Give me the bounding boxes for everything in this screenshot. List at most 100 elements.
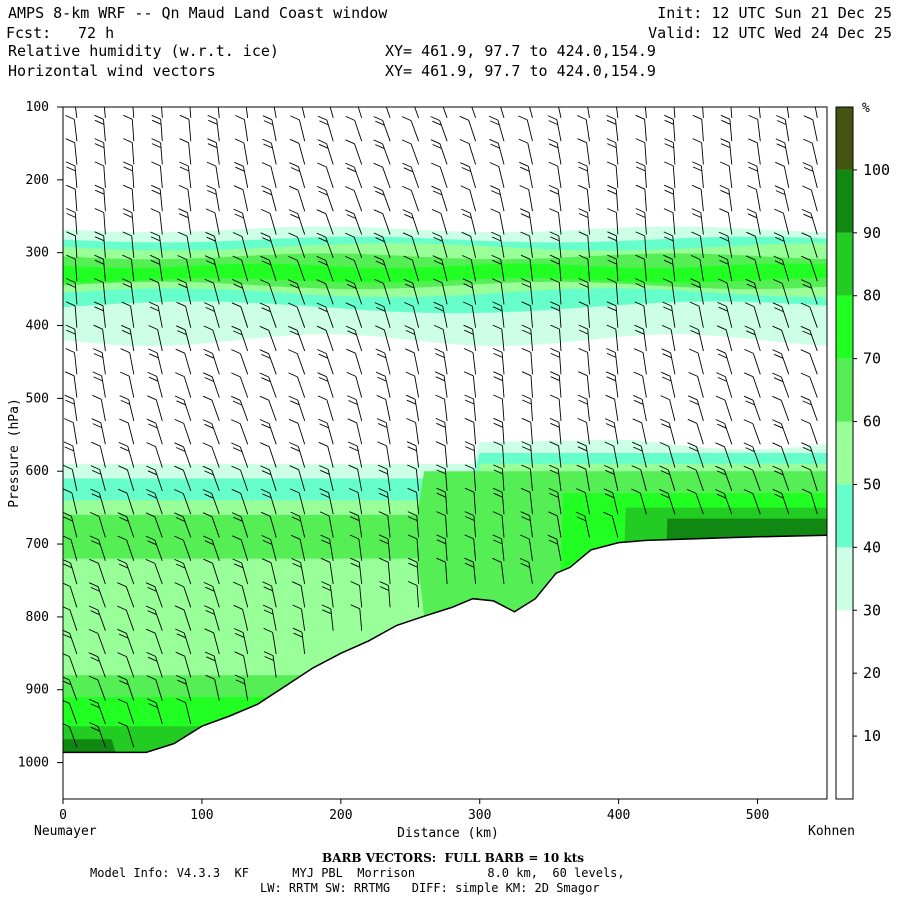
barb-feather: [316, 232, 326, 238]
barb-feather: [774, 493, 784, 499]
wind-barb: [65, 301, 78, 328]
wind-barb: [349, 534, 363, 561]
wind-barb: [345, 186, 363, 212]
barb-feather: [150, 236, 161, 242]
wind-barb: [548, 184, 562, 212]
wind-barb: [689, 301, 704, 328]
barb-feather: [318, 237, 328, 243]
barb-staff: [268, 283, 277, 305]
barb-feather: [316, 325, 327, 331]
wind-barb: [231, 465, 249, 492]
barb-staff: [157, 306, 163, 328]
wind-barb: [521, 301, 533, 328]
barb-staff: [241, 259, 249, 282]
barb-staff: [442, 107, 448, 119]
barb-staff: [754, 283, 761, 305]
barb-staff: [726, 282, 733, 305]
y-tick-label: 500: [26, 391, 49, 406]
barb-feather: [176, 325, 186, 331]
barb-staff: [727, 236, 733, 258]
barb-staff: [780, 423, 790, 445]
barb-feather: [492, 324, 502, 330]
barb-feather: [548, 138, 558, 144]
x-axis-right-end-label: Kohnen: [808, 824, 855, 839]
barb-feather: [290, 115, 300, 121]
wind-barb: [259, 325, 277, 352]
wind-barb: [633, 348, 647, 375]
wind-barb: [117, 558, 135, 585]
barb-feather: [318, 418, 328, 424]
barb-feather: [66, 184, 76, 190]
wind-barb: [289, 162, 306, 189]
wind-barb: [464, 487, 477, 515]
barb-staff: [129, 329, 135, 352]
barb-feather: [350, 562, 360, 568]
barb-feather: [379, 586, 390, 591]
wind-barb: [120, 348, 135, 375]
barb-feather: [121, 324, 131, 330]
wind-barb: [345, 232, 363, 258]
barb-feather: [720, 161, 730, 167]
barb-staff: [100, 399, 106, 421]
barb-staff: [298, 166, 306, 189]
barb-staff: [155, 446, 163, 468]
barb-feather: [117, 558, 127, 564]
barb-feather: [747, 213, 758, 219]
barb-staff: [724, 399, 733, 422]
barb-staff: [556, 539, 562, 561]
colorbar-swatch: [836, 169, 853, 233]
wind-barb: [691, 208, 704, 235]
wind-barb: [775, 161, 790, 188]
barb-feather: [635, 138, 645, 144]
wind-barb: [151, 161, 163, 188]
wind-barb: [492, 301, 505, 328]
barb-feather: [347, 418, 357, 424]
barb-staff: [587, 282, 590, 305]
barb-feather: [800, 279, 811, 285]
wind-barb: [346, 348, 363, 375]
wind-barb: [117, 582, 135, 608]
barb-feather: [346, 371, 356, 377]
barb-feather: [464, 417, 474, 423]
barb-feather: [687, 442, 697, 448]
barb-staff: [154, 633, 163, 655]
barb-feather: [203, 535, 213, 541]
barb-staff: [528, 562, 533, 585]
wind-barb: [319, 488, 334, 515]
wind-barb: [319, 465, 334, 492]
wind-barb: [607, 278, 619, 305]
barb-feather: [750, 97, 759, 101]
wind-barb: [91, 418, 106, 445]
wind-barb: [148, 325, 163, 352]
wind-barb: [232, 278, 249, 305]
barb-staff: [530, 352, 533, 375]
barb-staff: [501, 398, 505, 421]
wind-barb: [436, 557, 448, 585]
barb-staff: [499, 212, 505, 235]
barb-feather: [687, 418, 697, 424]
barb-feather: [151, 189, 161, 195]
barb-feather: [349, 534, 360, 540]
wind-barb: [204, 628, 220, 655]
wind-barb: [407, 557, 420, 585]
barb-feather: [803, 138, 813, 144]
barb-staff: [189, 107, 192, 118]
barb-staff: [68, 726, 78, 748]
wind-barb: [234, 161, 249, 188]
barb-feather: [94, 184, 104, 190]
barb-feather: [207, 138, 217, 144]
barb-feather: [146, 628, 156, 634]
barb-feather: [634, 301, 645, 307]
barb-staff: [672, 212, 676, 235]
barb-feather: [231, 442, 241, 448]
wind-barb: [459, 139, 477, 165]
barb-feather: [800, 302, 811, 308]
barb-staff: [529, 235, 533, 258]
barb-feather: [88, 582, 99, 588]
barb-feather: [635, 184, 646, 190]
wind-barb: [204, 605, 220, 631]
barb-staff: [271, 119, 277, 142]
barb-feather: [345, 115, 355, 121]
barb-feather: [745, 447, 755, 453]
